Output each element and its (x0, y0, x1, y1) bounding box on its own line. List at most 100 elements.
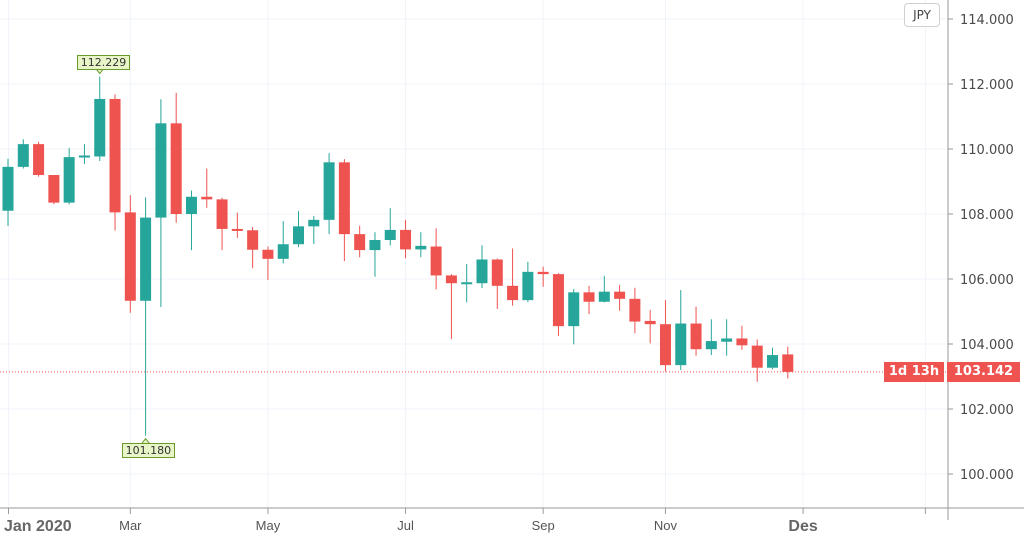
x-tick-label: Jul (397, 518, 414, 533)
candle-body (170, 123, 182, 214)
candle-body (293, 226, 305, 245)
grid (0, 0, 948, 508)
candle-body (445, 275, 457, 284)
candle-up (94, 76, 106, 162)
x-tick-label: Mar (119, 518, 142, 533)
candle-body (17, 144, 29, 167)
y-tick-label: 102.000 (960, 403, 1014, 418)
candle-down (170, 92, 182, 223)
candle-up (767, 347, 778, 370)
candle-body (568, 292, 580, 327)
candle-body (124, 212, 136, 301)
candle-down (231, 212, 243, 239)
candle-body (338, 162, 350, 235)
candle-body (721, 338, 733, 342)
x-tick-label: Jan 2020 (4, 518, 72, 535)
candle-up (2, 158, 14, 227)
candle-body (736, 338, 748, 346)
candle-up (308, 215, 320, 244)
x-tick-label: May (256, 518, 281, 533)
candle-down (751, 339, 763, 382)
candle-down (537, 266, 549, 287)
candle-down (644, 309, 656, 344)
candle-body (644, 320, 656, 325)
candle-body (323, 162, 335, 220)
candle-down (201, 168, 213, 208)
candle-body (476, 259, 488, 284)
candle-body (185, 196, 197, 214)
candle-body (262, 249, 274, 259)
candle-body (598, 291, 610, 302)
candle-body (33, 144, 45, 175)
x-tick-label: Nov (654, 518, 678, 533)
candle-body (690, 323, 702, 350)
candle-body (78, 155, 90, 158)
candle-down (262, 246, 274, 280)
candle-down (583, 285, 595, 315)
candle-body (354, 234, 366, 251)
candle-up (598, 275, 610, 303)
candle-body (461, 282, 473, 285)
candle-body (537, 271, 549, 275)
candle-body (415, 245, 427, 250)
candle-down (491, 258, 503, 309)
candle-down (109, 94, 121, 231)
candle-body (201, 196, 213, 200)
candle-down (124, 195, 136, 313)
candle-down (430, 228, 442, 290)
candle-down (736, 325, 748, 350)
currency-badge[interactable]: JPY (904, 3, 940, 27)
candle-up (415, 232, 427, 258)
candle-body (384, 229, 396, 240)
x-tick-label: Des (788, 518, 817, 535)
candle-up (323, 153, 335, 235)
y-tick-label: 108.000 (960, 208, 1014, 223)
candle-up (277, 221, 289, 264)
x-tick-label: Sep (532, 518, 555, 533)
candle-down (552, 273, 564, 336)
candle-body (48, 175, 60, 203)
candle-up (568, 289, 580, 345)
candle-up (185, 190, 197, 251)
candle-down (782, 346, 794, 379)
candle-body (155, 123, 167, 218)
candle-up (721, 319, 733, 356)
time-axis[interactable]: Jan 2020 Mar May Jul Sep Nov Des (0, 507, 1024, 535)
last-price-tag: 103.142 (947, 361, 1020, 382)
candle-body (583, 292, 595, 302)
candle-body (751, 345, 763, 368)
candle-up (140, 197, 152, 436)
candles (2, 68, 794, 444)
candle-body (400, 229, 412, 250)
y-tick-label: 100.000 (960, 468, 1014, 483)
candle-body (629, 298, 641, 322)
candle-body (308, 219, 320, 227)
candle-up (705, 319, 717, 356)
candle-body (552, 274, 564, 327)
candle-down (247, 227, 259, 269)
candle-up (675, 290, 687, 370)
candle-down (33, 141, 45, 177)
candle-body (675, 323, 687, 366)
candle-body (247, 230, 259, 250)
candle-up (155, 99, 167, 307)
candle-up (63, 148, 75, 205)
candle-body (659, 324, 671, 366)
candle-up (78, 144, 90, 164)
candle-down (507, 248, 519, 306)
candle-up (17, 139, 29, 169)
price-axis[interactable]: 114.000 112.000 110.000 108.000 106.000 104.0… (947, 0, 1014, 520)
low-annotation: 101.180 (121, 442, 176, 458)
candle-body (767, 355, 778, 368)
candle-body (140, 217, 152, 301)
candle-body (277, 244, 289, 259)
y-tick-label: 110.000 (960, 143, 1014, 158)
candle-body (109, 98, 121, 213)
high-annotation-pointer (95, 68, 105, 75)
candle-body (231, 228, 243, 231)
countdown-tag: 1d 13h (884, 361, 944, 382)
candle-down (48, 175, 60, 205)
candle-body (522, 271, 534, 301)
low-annotation-pointer (141, 437, 151, 444)
